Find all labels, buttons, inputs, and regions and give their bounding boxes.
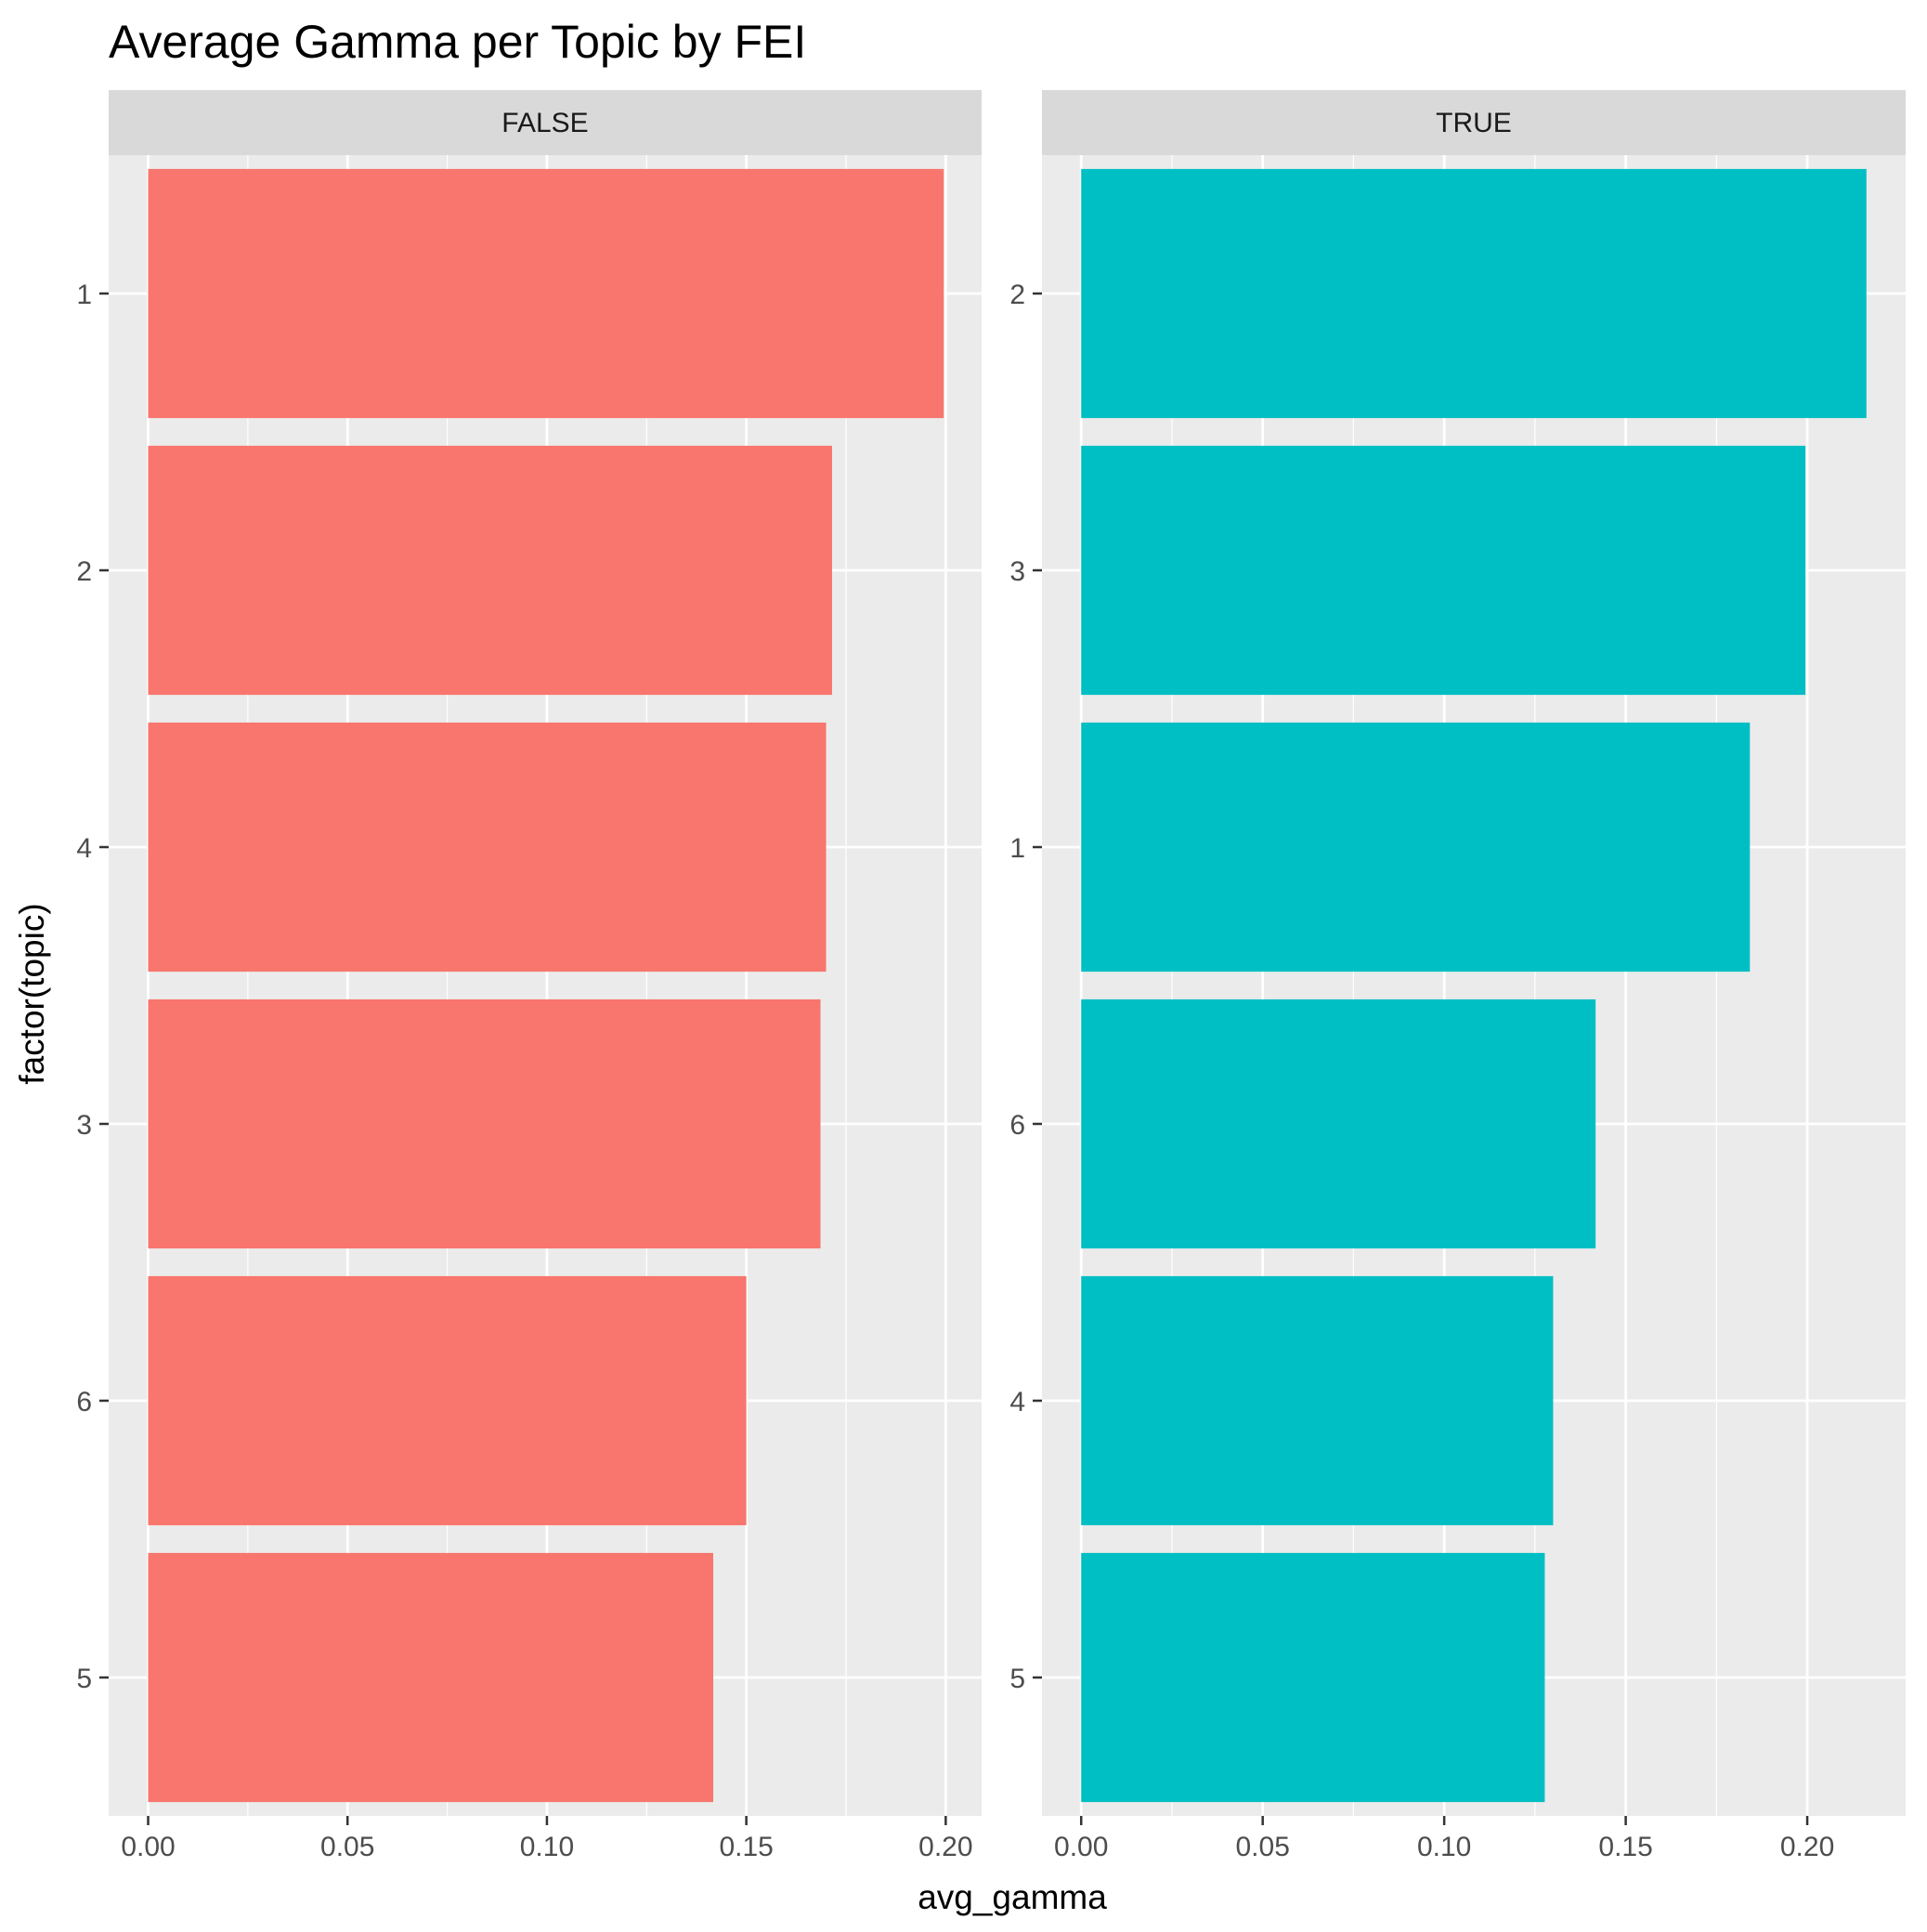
- x-tick-label: 0.10: [1417, 1832, 1471, 1862]
- facet-strip-label: TRUE: [1436, 108, 1512, 138]
- bar: [148, 168, 944, 419]
- y-tick-label: 3: [76, 1110, 92, 1141]
- x-tick-label: 0.15: [719, 1832, 773, 1862]
- y-tick-label: 6: [1009, 1110, 1025, 1141]
- x-tick-label: 0.20: [918, 1832, 972, 1862]
- bar: [1081, 445, 1806, 696]
- y-tick-label: 5: [1009, 1664, 1025, 1694]
- bar: [1081, 1275, 1554, 1526]
- bar: [148, 722, 827, 973]
- y-tick-label: 2: [1009, 280, 1025, 310]
- panel-background: [1042, 155, 1906, 1816]
- y-tick-label: 6: [76, 1387, 92, 1417]
- bar: [1081, 1552, 1545, 1803]
- chart-title: Average Gamma per Topic by FEI: [109, 16, 806, 68]
- panel-true: TRUE 2 3 1 6 4 5 0.00 0.05 0.10 0.15 0.20: [1009, 90, 1906, 1862]
- panel-false: FALSE 1 2 4 3 6 5 0.00 0.05 0.10 0.15 0.20: [76, 90, 982, 1862]
- y-axis-title: factor(topic): [13, 903, 51, 1084]
- y-tick-label: 1: [76, 280, 92, 310]
- facet-strip: [109, 90, 982, 155]
- x-tick-label: 0.15: [1598, 1832, 1652, 1862]
- y-tick-label: 5: [76, 1664, 92, 1694]
- facet-strip-label: FALSE: [501, 108, 588, 138]
- bar: [148, 1552, 714, 1803]
- panels-group: FALSE 1 2 4 3 6 5 0.00 0.05 0.10 0.15 0.20 TRUE 2 3 1 6 4…: [76, 90, 1906, 1862]
- y-tick-label: 2: [76, 556, 92, 587]
- y-tick-label: 4: [1009, 1387, 1025, 1417]
- x-tick-label: 0.00: [121, 1832, 175, 1862]
- bar: [148, 999, 821, 1249]
- bar: [148, 445, 832, 696]
- bar: [148, 1275, 747, 1526]
- panel-background: [109, 155, 982, 1816]
- x-tick-label: 0.05: [1235, 1832, 1289, 1862]
- y-tick-label: 3: [1009, 556, 1025, 587]
- y-tick-label: 1: [1009, 833, 1025, 864]
- x-tick-label: 0.20: [1780, 1832, 1834, 1862]
- bar: [1081, 999, 1596, 1249]
- x-axis-title: avg_gamma: [918, 1878, 1107, 1916]
- facet-strip: [1042, 90, 1906, 155]
- bar: [1081, 168, 1867, 419]
- y-tick-label: 4: [76, 833, 92, 864]
- x-tick-label: 0.00: [1054, 1832, 1108, 1862]
- bar: [1081, 722, 1751, 973]
- x-tick-label: 0.05: [320, 1832, 374, 1862]
- x-tick-label: 0.10: [520, 1832, 574, 1862]
